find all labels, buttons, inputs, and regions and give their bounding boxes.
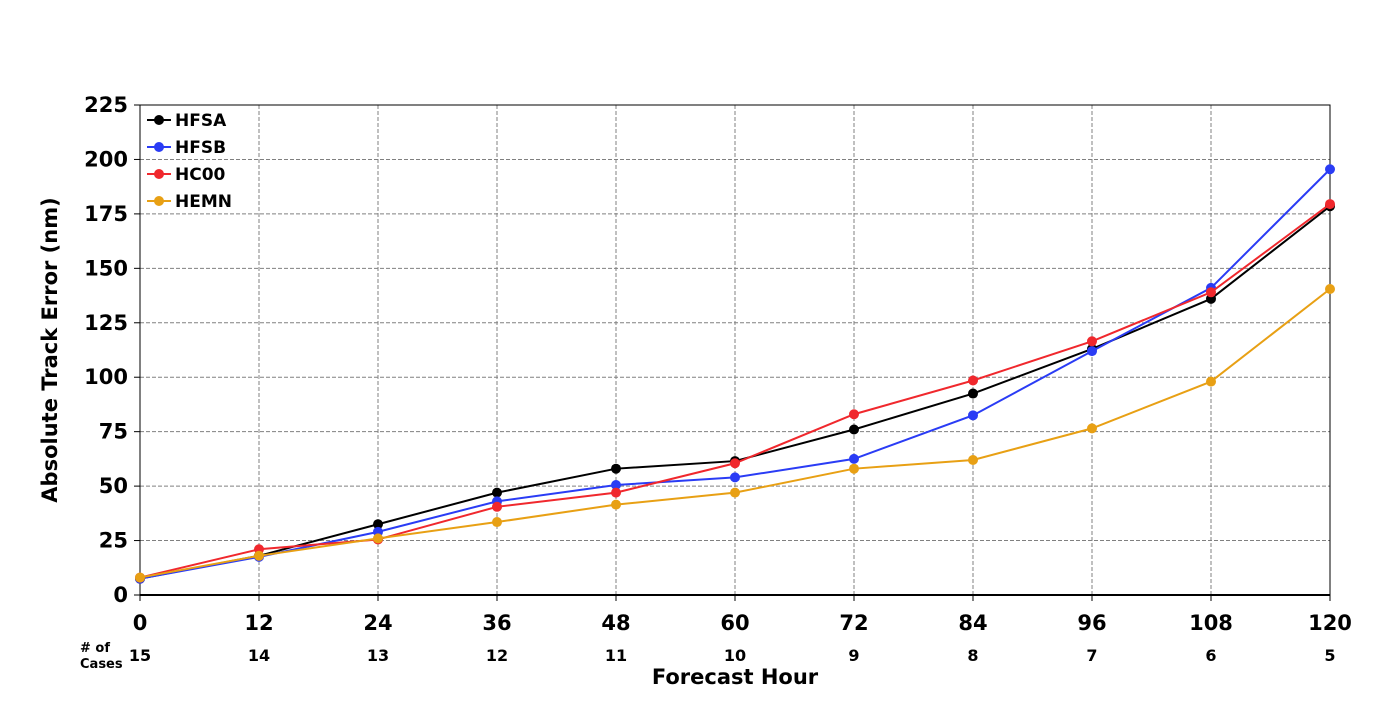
case-count-label: 9 — [848, 646, 859, 665]
data-point-hemn — [1206, 376, 1216, 387]
y-axis-title: Absolute Track Error (nm) — [38, 197, 62, 502]
series-lines — [135, 164, 1335, 584]
data-point-hemn — [1087, 423, 1097, 434]
legend-label-hfsa: HFSA — [175, 111, 227, 131]
legend-marker-hc00 — [154, 169, 164, 179]
y-tick-label: 150 — [84, 256, 128, 280]
data-point-hfsa — [611, 463, 621, 474]
cases-label-line1: # of — [80, 641, 110, 656]
data-point-hc00 — [611, 487, 621, 498]
x-tick-label: 84 — [958, 611, 987, 635]
case-count-label: 14 — [248, 646, 270, 665]
data-point-hfsa — [849, 424, 859, 435]
cases-row: # of Cases 15 14 13 12 11 10 9 8 7 6 5 — [80, 641, 1336, 672]
case-count-label: 8 — [967, 646, 978, 665]
y-tick-label: 25 — [99, 529, 128, 553]
legend-label-hfsb: HFSB — [175, 138, 226, 158]
data-point-hemn — [254, 550, 264, 561]
x-tick-label: 0 — [133, 611, 148, 635]
data-point-hc00 — [1206, 287, 1216, 298]
x-tick-label: 24 — [363, 611, 392, 635]
legend-label-hemn: HEMN — [175, 192, 232, 212]
grid-lines — [140, 105, 1330, 595]
data-point-hemn — [492, 517, 502, 528]
series-line-hfsb — [139, 168, 1331, 580]
x-axis-title: Forecast Hour — [652, 665, 819, 689]
case-count-label: 13 — [367, 646, 389, 665]
data-point-hemn — [373, 533, 383, 544]
x-tick-label: 48 — [601, 611, 630, 635]
case-count-label: 12 — [486, 646, 508, 665]
data-point-hc00 — [1325, 199, 1335, 210]
legend-marker-hfsb — [154, 142, 164, 152]
data-point-hfsa — [492, 487, 502, 498]
data-point-hfsa — [373, 519, 383, 530]
y-tick-label: 225 — [84, 93, 128, 117]
data-point-hfsb — [730, 472, 740, 483]
legend: HFSA HFSB HC00 HEMN — [147, 111, 232, 212]
case-count-label: 7 — [1086, 646, 1097, 665]
legend-marker-hemn — [154, 196, 164, 206]
x-tick-label: 120 — [1308, 611, 1352, 635]
data-point-hemn — [135, 572, 145, 583]
data-point-hfsb — [849, 453, 859, 464]
case-count-label: 10 — [724, 646, 746, 665]
data-point-hfsb — [1087, 346, 1097, 357]
data-point-hfsa — [968, 388, 978, 399]
axes — [134, 104, 1331, 601]
y-tick-label: 0 — [113, 583, 128, 607]
x-tick-label: 60 — [720, 611, 749, 635]
data-point-hfsb — [968, 410, 978, 421]
data-point-hc00 — [1087, 336, 1097, 347]
data-point-hc00 — [849, 409, 859, 420]
x-tick-label: 72 — [839, 611, 868, 635]
x-tick-label: 96 — [1077, 611, 1106, 635]
data-point-hemn — [730, 487, 740, 498]
cases-label-line2: Cases — [80, 657, 123, 672]
data-point-hemn — [1325, 284, 1335, 295]
data-point-hfsb — [1325, 164, 1335, 175]
legend-marker-hfsa — [154, 115, 164, 125]
data-point-hemn — [849, 463, 859, 474]
tick-labels: 0 25 50 75 100 125 150 175 200 225 0 12 24 36 48 60 72 84… — [84, 93, 1352, 635]
y-tick-label: 100 — [84, 365, 128, 389]
x-tick-label: 12 — [244, 611, 273, 635]
y-tick-label: 200 — [84, 147, 128, 171]
y-tick-label: 125 — [84, 311, 128, 335]
case-count-label: 5 — [1324, 646, 1335, 665]
y-tick-label: 75 — [99, 420, 128, 444]
data-point-hemn — [968, 454, 978, 465]
data-point-hfsb — [611, 480, 621, 491]
legend-label-hc00: HC00 — [175, 165, 226, 185]
data-point-hc00 — [730, 458, 740, 469]
data-point-hc00 — [492, 501, 502, 512]
case-count-label: 6 — [1205, 646, 1216, 665]
y-tick-label: 175 — [84, 202, 128, 226]
data-point-hemn — [611, 499, 621, 510]
x-tick-label: 108 — [1189, 611, 1233, 635]
x-tick-label: 36 — [482, 611, 511, 635]
data-point-hc00 — [968, 375, 978, 386]
case-count-label: 15 — [129, 646, 151, 665]
case-count-label: 11 — [605, 646, 627, 665]
y-tick-label: 50 — [99, 474, 128, 498]
